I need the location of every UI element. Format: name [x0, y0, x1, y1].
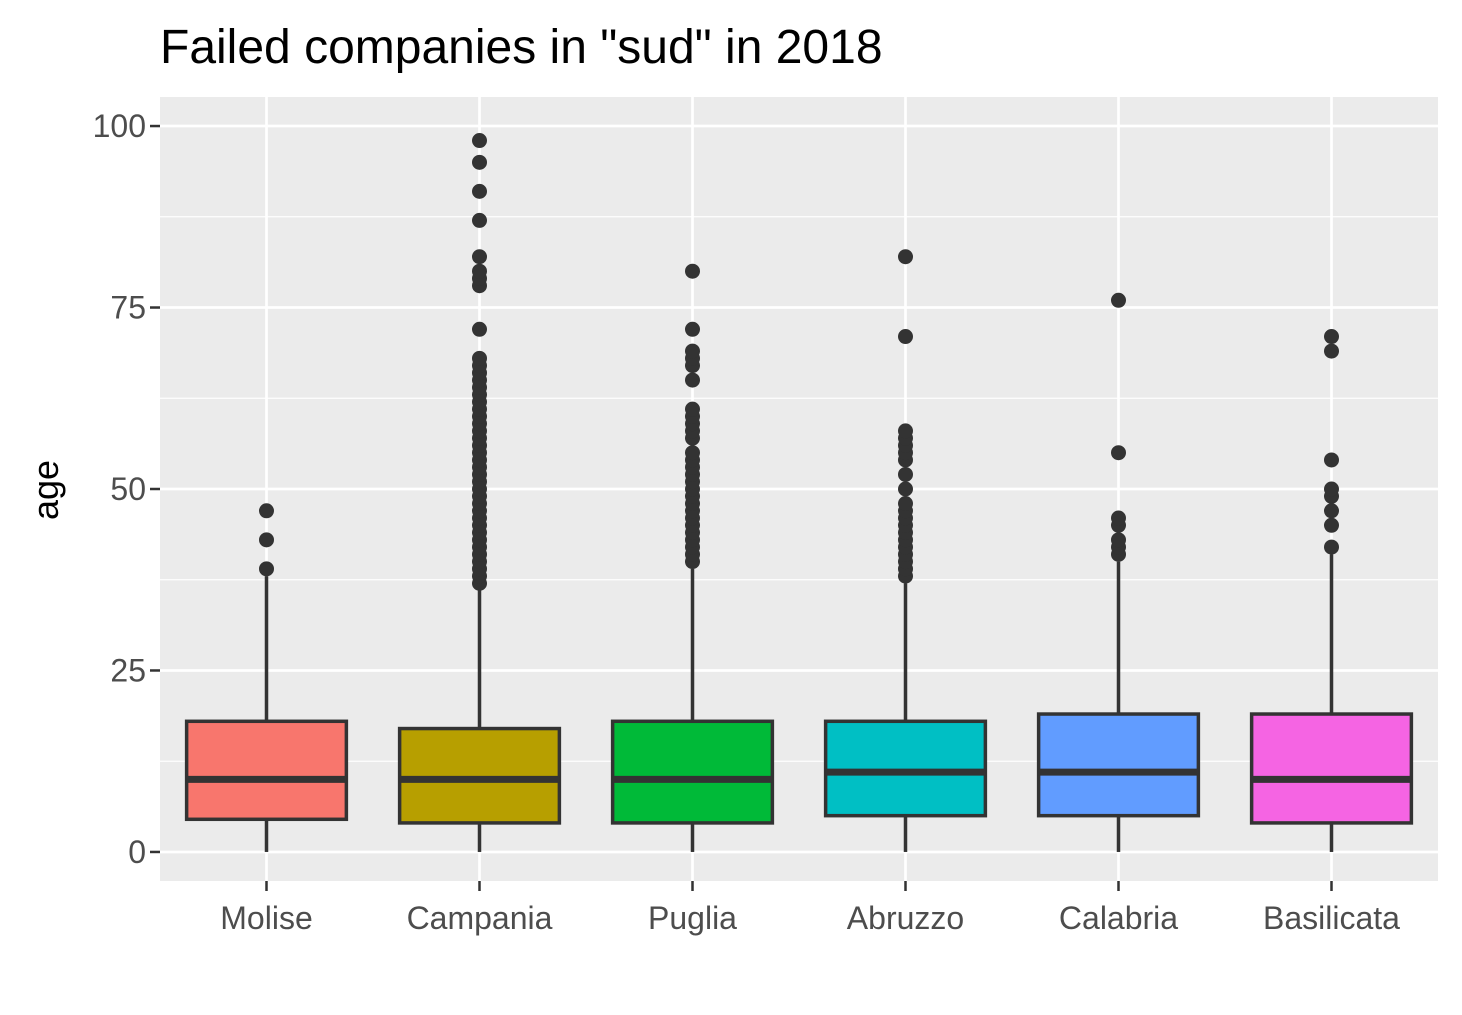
y-tick-label: 0	[128, 834, 146, 870]
x-tick-label: Molise	[220, 900, 312, 936]
outlier-point	[472, 133, 487, 149]
box-calabria	[1036, 292, 1201, 852]
outlier-point	[472, 212, 487, 228]
outlier-point	[472, 321, 487, 337]
y-tick-label: 25	[110, 652, 146, 688]
x-tick-label: Basilicata	[1263, 900, 1400, 936]
outlier-point	[1111, 292, 1126, 308]
y-tick-label: 100	[93, 108, 146, 144]
outlier-point	[1111, 510, 1126, 526]
y-tick-label: 50	[110, 471, 146, 507]
outlier-point	[1324, 503, 1339, 519]
outlier-point	[259, 561, 274, 577]
outlier-point	[472, 350, 487, 366]
y-tick-label: 75	[110, 290, 146, 326]
outlier-point	[472, 263, 487, 279]
outlier-point	[898, 466, 913, 482]
iqr-box	[184, 719, 349, 822]
outlier-point	[1324, 329, 1339, 345]
outlier-point	[685, 445, 700, 461]
box-layer	[184, 133, 1414, 852]
box-puglia	[610, 263, 775, 852]
iqr-box	[1249, 712, 1414, 825]
box-molise	[184, 503, 349, 852]
outlier-point	[1111, 445, 1126, 461]
iqr-box	[610, 719, 775, 825]
axis-layer: 0 25 50 75 100 Molise Campania Puglia Abruzzo Cal…	[93, 108, 1401, 936]
outlier-point	[685, 343, 700, 359]
box-abruzzo	[823, 249, 988, 852]
x-tick-label: Campania	[407, 900, 553, 936]
outlier-point	[472, 154, 487, 170]
outlier-point	[898, 329, 913, 345]
outlier-point	[685, 372, 700, 388]
outlier-point	[1324, 539, 1339, 555]
outlier-point	[685, 401, 700, 417]
outlier-point	[1324, 517, 1339, 533]
box-basilicata	[1249, 329, 1414, 852]
outlier-point	[898, 496, 913, 512]
y-axis-label: age	[25, 460, 66, 520]
outlier-point	[1324, 481, 1339, 497]
outlier-point	[472, 249, 487, 265]
box-campania	[397, 133, 562, 852]
outlier-point	[685, 263, 700, 279]
outlier-point	[898, 423, 913, 439]
chart-title: Failed companies in "sud" in 2018	[160, 21, 883, 74]
x-tick-label: Abruzzo	[847, 900, 964, 936]
iqr-box	[1036, 712, 1201, 818]
iqr-box	[823, 719, 988, 818]
iqr-box	[397, 726, 562, 825]
plot-panel	[160, 97, 1438, 881]
outlier-point	[259, 503, 274, 519]
outlier-point	[898, 249, 913, 265]
outlier-point	[1324, 452, 1339, 468]
outlier-point	[1324, 343, 1339, 359]
outlier-point	[685, 321, 700, 337]
outlier-point	[898, 481, 913, 497]
x-tick-label: Calabria	[1059, 900, 1178, 936]
outlier-point	[472, 183, 487, 199]
x-tick-label: Puglia	[648, 900, 737, 936]
outlier-point	[259, 532, 274, 548]
outlier-point	[1111, 532, 1126, 548]
